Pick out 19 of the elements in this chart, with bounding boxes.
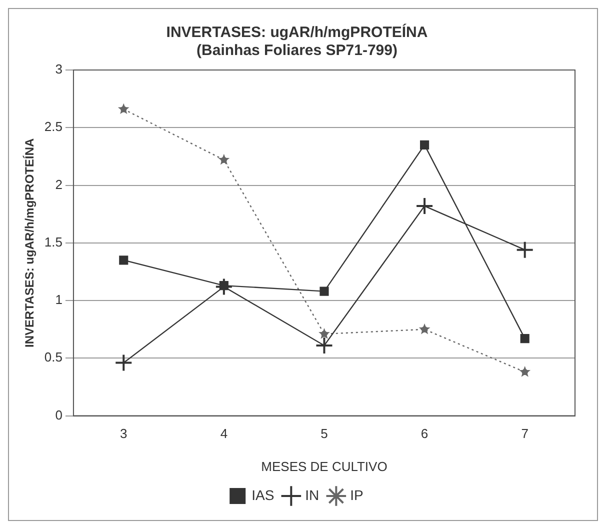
y-axis-title: INVERTASES: ugAR/h/mgPROTEÍNA bbox=[22, 138, 37, 348]
y-tick-label: 1 bbox=[55, 292, 62, 308]
text: (Bainhas Foliares SP71-799) bbox=[196, 42, 398, 60]
legend-label: IAS bbox=[252, 486, 274, 503]
y-tick-label: 3 bbox=[55, 62, 62, 77]
x-tick-label: 5 bbox=[320, 426, 328, 442]
y-tick-label: 1.5 bbox=[44, 234, 62, 250]
legend-label: IN bbox=[305, 486, 320, 503]
text: INVERTASES: ugAR/h/mgPROTEÍNA bbox=[166, 24, 428, 42]
x-tick-label: 6 bbox=[420, 426, 428, 442]
y-tick-label: 2.5 bbox=[44, 119, 62, 134]
legend-label: IP bbox=[350, 486, 364, 503]
y-tick-label: 2 bbox=[55, 176, 62, 192]
y-tick-label: 0.5 bbox=[44, 350, 62, 365]
x-tick-label: 4 bbox=[220, 426, 228, 442]
x-tick-label: 3 bbox=[120, 426, 128, 442]
x-tick-label: 7 bbox=[521, 426, 528, 442]
x-axis-title: MESES DE CULTIVO bbox=[261, 458, 388, 474]
y-tick-label: 0 bbox=[55, 407, 62, 422]
